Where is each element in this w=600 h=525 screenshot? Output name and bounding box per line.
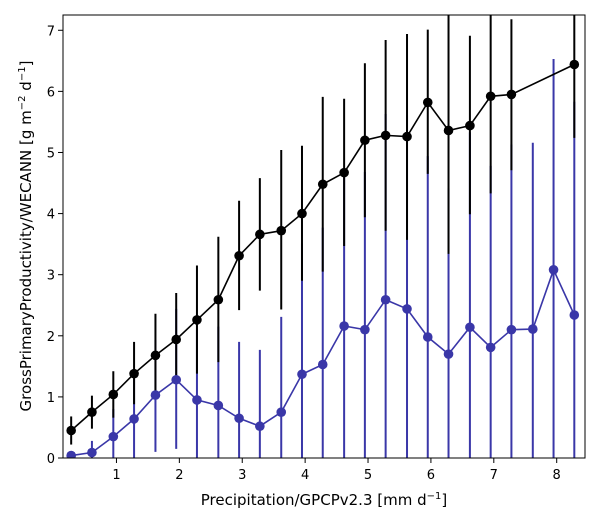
data-point [66,450,76,458]
data-point [548,265,559,275]
data-point [255,421,265,432]
data-point [234,413,244,424]
data-point [339,321,349,331]
data-point [171,374,182,385]
data-point [150,390,161,400]
data-point [276,225,287,236]
data-point [129,414,139,424]
data-point [422,332,433,342]
data-point [380,294,391,305]
data-point [234,250,244,261]
data-point [108,389,119,400]
y-tick-label: 0 [47,452,55,467]
data-point [485,342,496,353]
data-point [129,368,139,379]
data-point [569,59,580,70]
data-point [66,425,76,436]
y-tick-label: 4 [47,208,55,223]
y-tick-label: 7 [47,24,55,39]
data-point [192,395,202,405]
data-point [339,167,349,178]
y-tick-label: 1 [47,391,55,406]
data-point [150,350,161,361]
data-point [380,130,391,141]
y-axis-title: GrossPrimaryProductivity/WECANN [g m−2 d… [17,61,35,412]
data-point [528,324,538,334]
data-point [317,179,328,190]
data-point [87,447,97,458]
data-point [506,324,517,335]
data-point [276,407,287,417]
y-tick-label: 2 [47,330,55,345]
data-point [443,125,454,136]
data-point [108,431,119,442]
x-tick-label: 6 [427,468,435,483]
data-point [443,349,454,359]
plot-frame [62,14,586,459]
data-point [360,324,370,335]
data-point [506,89,517,100]
x-tick-label: 1 [112,468,120,483]
data-point [317,359,328,370]
data-point [213,400,224,411]
data-point [297,369,307,380]
x-axis-title: Precipitation/GPCPv2.3 [mm d−1] [201,491,447,509]
plot-area [66,15,580,458]
data-point [192,315,202,325]
y-tick-label: 3 [47,269,55,284]
x-tick-label: 2 [175,468,183,483]
data-point [422,97,433,108]
y-axis: 0 1 2 3 4 5 6 7 [47,24,63,467]
x-tick-label: 8 [553,468,561,483]
y-tick-label: 5 [47,146,55,161]
x-tick-label: 5 [364,468,372,483]
data-point [402,304,412,314]
x-tick-label: 3 [238,468,246,483]
data-point [297,208,307,219]
data-point [465,322,475,333]
x-axis: 1 2 3 4 5 6 7 8 [112,458,561,483]
data-point [171,334,182,345]
data-point [255,229,265,240]
data-point [465,120,475,131]
x-tick-label: 4 [301,468,309,483]
y-tick-label: 6 [47,85,55,100]
data-point [569,310,580,320]
data-point [485,91,496,102]
data-point [213,294,224,305]
data-point [402,131,412,142]
data-point [360,135,370,146]
x-tick-label: 7 [490,468,498,483]
data-point [87,407,97,417]
